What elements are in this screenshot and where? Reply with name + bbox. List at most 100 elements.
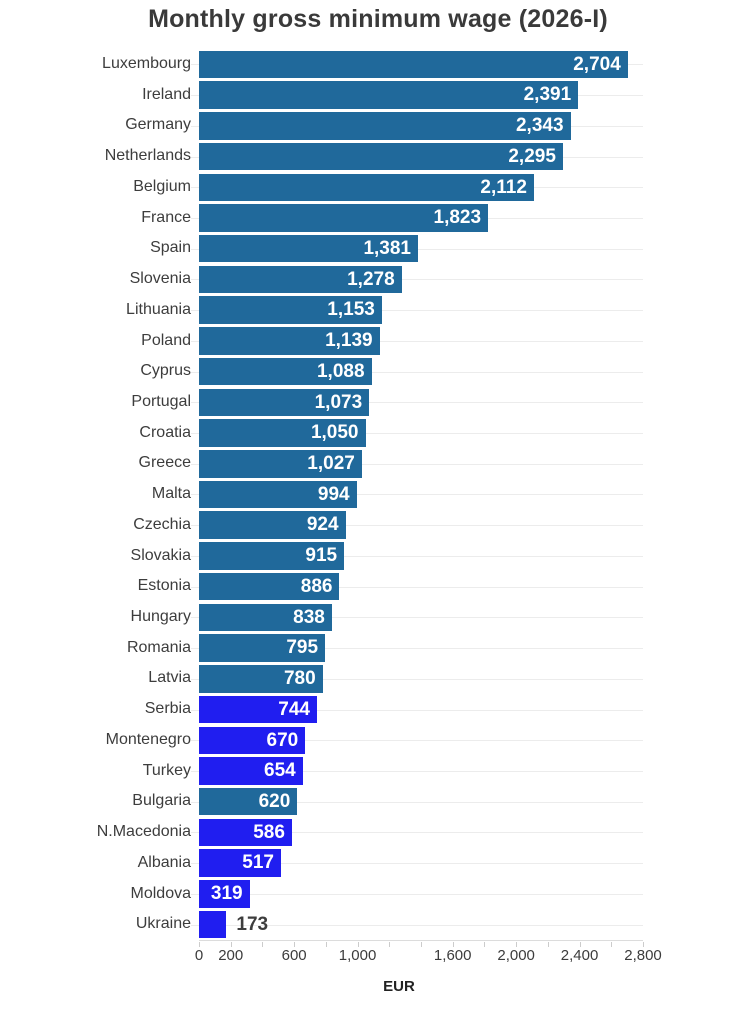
bar: 670 (199, 726, 306, 755)
x-axis-tick-label: 600 (281, 947, 307, 964)
bar: 2,112 (199, 173, 534, 201)
bar: 886 (199, 572, 340, 601)
bar-row: Poland 1,139 (0, 326, 756, 357)
row-gridline (191, 340, 643, 342)
row-gridline (191, 924, 643, 926)
x-axis-tick-label: 2,800 (624, 947, 662, 964)
x-axis-tick-label: 0 (194, 947, 204, 964)
bar-row: Malta 994 (0, 479, 756, 510)
page-title: Monthly gross minimum wage (2026-I) (148, 5, 608, 33)
x-axis-tick (579, 942, 581, 947)
x-axis-tick (357, 942, 359, 947)
bar-row: Lithuania 1,153 (0, 295, 756, 326)
bar: 2,343 (199, 112, 571, 140)
row-gridline (191, 678, 643, 680)
row-gridline (191, 463, 643, 465)
bar: 1,381 (199, 234, 418, 263)
country-label: Estonia (137, 577, 191, 595)
country-label: Luxembourg (102, 55, 191, 72)
row-gridline (191, 832, 643, 834)
country-label: Ireland (142, 85, 191, 103)
row-gridline (191, 893, 643, 895)
row-gridline (191, 555, 643, 557)
x-axis-tick (611, 942, 613, 947)
value-label: 780 (283, 668, 316, 690)
value-label: 670 (266, 729, 299, 751)
value-label: 319 (210, 883, 243, 905)
bar: 1,278 (199, 265, 402, 294)
row-gridline (191, 648, 643, 650)
country-label: Greece (138, 454, 191, 472)
row-gridline (191, 586, 643, 588)
row-gridline (191, 494, 643, 496)
bar: 838 (199, 603, 332, 632)
bar-row: Hungary 838 (0, 602, 756, 633)
row-gridline (191, 801, 643, 803)
bar-row: Luxembourg 2,704 (0, 49, 756, 80)
bar-row: Latvia 780 (0, 663, 756, 694)
bar-row: Estonia 886 (0, 571, 756, 602)
value-label: 517 (242, 852, 274, 874)
bar: 994 (199, 480, 357, 509)
country-label: Ukraine (135, 915, 191, 933)
bar-row: Moldova 319 (0, 879, 756, 910)
bar: 319 (199, 880, 250, 908)
value-label: 654 (264, 760, 296, 782)
country-label: Spain (150, 239, 191, 257)
bar-row: Romania 795 (0, 633, 756, 664)
value-label: 1,139 (325, 330, 373, 352)
bar: 517 (199, 849, 281, 877)
row-gridline (191, 402, 643, 404)
bar-row: Turkey 654 (0, 756, 756, 787)
bar: 1,073 (199, 388, 370, 417)
value-label: 2,391 (523, 84, 572, 106)
bar-row: Portugal 1,073 (0, 387, 756, 418)
country-label: Albania (137, 853, 191, 871)
row-gridline (191, 709, 643, 711)
value-label: 2,704 (573, 53, 621, 75)
row-gridline (191, 433, 643, 435)
x-axis-tick-label: 2,000 (497, 947, 535, 964)
bar: 2,704 (199, 50, 628, 79)
value-label: 924 (306, 514, 339, 536)
country-label: France (141, 208, 191, 226)
bar-row: Spain 1,381 (0, 233, 756, 264)
row-gridline (191, 525, 643, 527)
bar-row: Germany 2,343 (0, 110, 756, 141)
bar-row: Albania 517 (0, 848, 756, 879)
value-label: 586 (253, 821, 285, 843)
bar: 586 (199, 818, 292, 847)
country-label: Netherlands (104, 147, 191, 165)
bar: 1,088 (199, 357, 372, 386)
x-axis-tick (643, 942, 644, 947)
bar-row: N.Macedonia 586 (0, 817, 756, 848)
bar: 780 (199, 665, 323, 693)
bar-row: Croatia 1,050 (0, 418, 756, 449)
value-label: 173 (236, 913, 269, 935)
chart: Luxembourg 2,704 Ireland 2,391 Germany 2,343 N… (0, 49, 756, 940)
row-gridline (191, 371, 643, 373)
x-axis-tick (452, 942, 454, 947)
bar: 924 (199, 511, 346, 539)
bar-row: Slovenia 1,278 (0, 264, 756, 295)
bar: 915 (199, 542, 345, 570)
value-label: 1,088 (316, 360, 365, 382)
value-label: 744 (278, 698, 310, 720)
row-gridline (191, 863, 643, 865)
value-label: 1,073 (314, 391, 363, 413)
country-label: Serbia (144, 700, 191, 718)
bar-row: Czechia 924 (0, 510, 756, 541)
x-axis-tick (325, 942, 327, 947)
country-label: N.Macedonia (96, 823, 191, 841)
country-label: Bulgaria (132, 792, 191, 810)
country-label: Portugal (131, 392, 191, 410)
value-label: 2,112 (480, 176, 527, 198)
row-gridline (191, 310, 643, 312)
bar: 1,139 (199, 327, 380, 355)
x-axis-tick-label: 2,400 (560, 947, 599, 964)
bar-row: France 1,823 (0, 203, 756, 234)
country-label: Croatia (139, 423, 191, 441)
value-label: 994 (317, 483, 350, 505)
bar-row: Cyprus 1,088 (0, 356, 756, 387)
value-label: 620 (258, 790, 291, 812)
